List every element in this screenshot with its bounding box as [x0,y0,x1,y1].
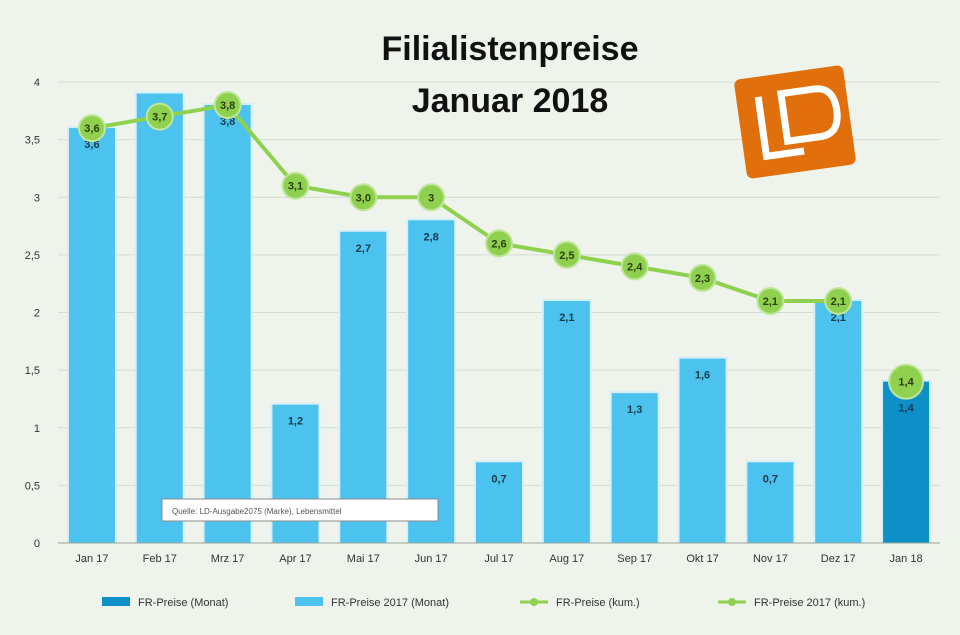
line-point [213,91,242,120]
line-point [552,240,581,269]
bar-value-label: 3,6 [84,139,99,151]
line-point [281,171,310,200]
line-point [620,252,649,281]
bar [340,231,387,543]
bar [747,462,794,543]
x-tick-label: Jun 17 [415,553,448,565]
x-tick-label: Mai 17 [347,553,380,565]
legend-label: FR-Preise (Monat) [138,597,228,609]
source-note: Quelle: LD-Ausgabe2075 (Marke), Lebensmi… [161,498,439,522]
y-tick-label: 1 [34,423,40,435]
line-point-label: 3,0 [356,192,371,204]
line-point-label: 2,1 [763,296,778,308]
bar-value-label: 2,1 [831,312,846,324]
legend-label: FR-Preise (kum.) [556,597,640,609]
x-tick-label: Okt 17 [686,553,718,565]
bar-value-label: 0,7 [763,473,778,485]
line-point [77,114,106,143]
bar-value-label: 0,7 [491,473,506,485]
line-point [824,286,853,315]
y-tick-label: 4 [34,77,40,89]
line-point-label: 1,4 [898,377,914,389]
y-tick-label: 0 [34,538,40,550]
source-note-text: Quelle: LD-Ausgabe2075 (Marke), Lebensmi… [172,507,342,516]
line-point [417,183,446,212]
cumulative-line: 1,4 3,6 3,7 3,8 3,1 3,0 3 2,6 2,5 2,4 2,3 2,1 2,1 [77,91,925,400]
legend-item: FR-Preise (kum.) [520,597,640,609]
x-tick-label: Sep 17 [617,553,652,565]
line-point-label: 3 [428,192,434,204]
x-tick-label: Nov 17 [753,553,788,565]
line-point-label: 3,8 [220,100,235,112]
y-tick-label: 2 [34,308,40,320]
bar [543,300,590,543]
x-axis: Jan 17 Feb 17 Mrz 17 Apr 17 Mai 17 Jun 17 Jul … [58,542,940,565]
y-tick-label: 1,5 [25,365,40,377]
bar [815,300,862,543]
bar-value-label: 1,2 [288,416,303,428]
line-point-label: 3,7 [152,112,167,124]
x-tick-label: Feb 17 [143,553,177,565]
line-point-label: 2,4 [627,261,643,273]
line-point-label: 2,6 [491,238,506,250]
y-axis: 0 0,5 1 1,5 2 2,5 3 3,5 4 [25,77,40,550]
bar [68,128,115,543]
line-point-label: 2,3 [695,273,710,285]
legend-label: FR-Preise 2017 (kum.) [754,597,865,609]
y-tick-label: 3,5 [25,135,40,147]
legend-item: FR-Preise 2017 (kum.) [718,597,865,609]
line-point [888,363,925,400]
line-point [756,286,785,315]
y-tick-label: 3 [34,192,40,204]
legend-swatch [295,597,323,606]
chart-title-line-1: Filialistenpreise [382,30,639,68]
legend: FR-Preise (Monat) FR-Preise 2017 (Monat) F… [102,597,865,609]
legend-swatch-marker [728,598,736,606]
bar [883,381,930,543]
bar-value-label: 2,8 [424,231,439,243]
x-tick-label: Mrz 17 [211,553,245,565]
x-tick-label: Apr 17 [279,553,311,565]
bar-value-label: 3,8 [220,116,235,128]
bar-value-label: 1,6 [695,370,710,382]
bar [476,462,522,543]
x-tick-label: Jan 18 [890,553,923,565]
bar [204,105,251,544]
y-tick-label: 0,5 [25,480,40,492]
line-point [349,183,378,212]
y-tick-label: 2,5 [25,250,40,262]
legend-item: FR-Preise 2017 (Monat) [295,597,449,609]
legend-label: FR-Preise 2017 (Monat) [331,597,449,609]
bar-value-label: 2,7 [356,243,371,255]
line-point-label: 3,6 [84,123,99,135]
legend-item: FR-Preise (Monat) [102,597,228,609]
legend-swatch-marker [530,598,538,606]
bar [136,93,183,544]
x-tick-label: Jan 17 [75,553,108,565]
logo: LD [734,65,856,179]
line-point [145,102,174,131]
x-tick-label: Jul 17 [484,553,513,565]
x-tick-label: Aug 17 [549,553,584,565]
line-point-label: 3,1 [288,181,303,193]
legend-swatch [102,597,130,606]
bar-value-label: 1,3 [627,404,642,416]
bar-value-label: 1,4 [898,403,914,415]
chart-title-line-2: Januar 2018 [412,82,609,120]
x-tick-label: Dez 17 [821,553,856,565]
bar-value-label: 2,1 [559,312,574,324]
line-point-label: 2,5 [559,250,574,262]
line-point-label: 2,1 [831,296,846,308]
bar [408,220,455,544]
bar [611,393,658,543]
line-point [485,229,513,258]
line-point [688,263,717,292]
bar [679,358,726,543]
